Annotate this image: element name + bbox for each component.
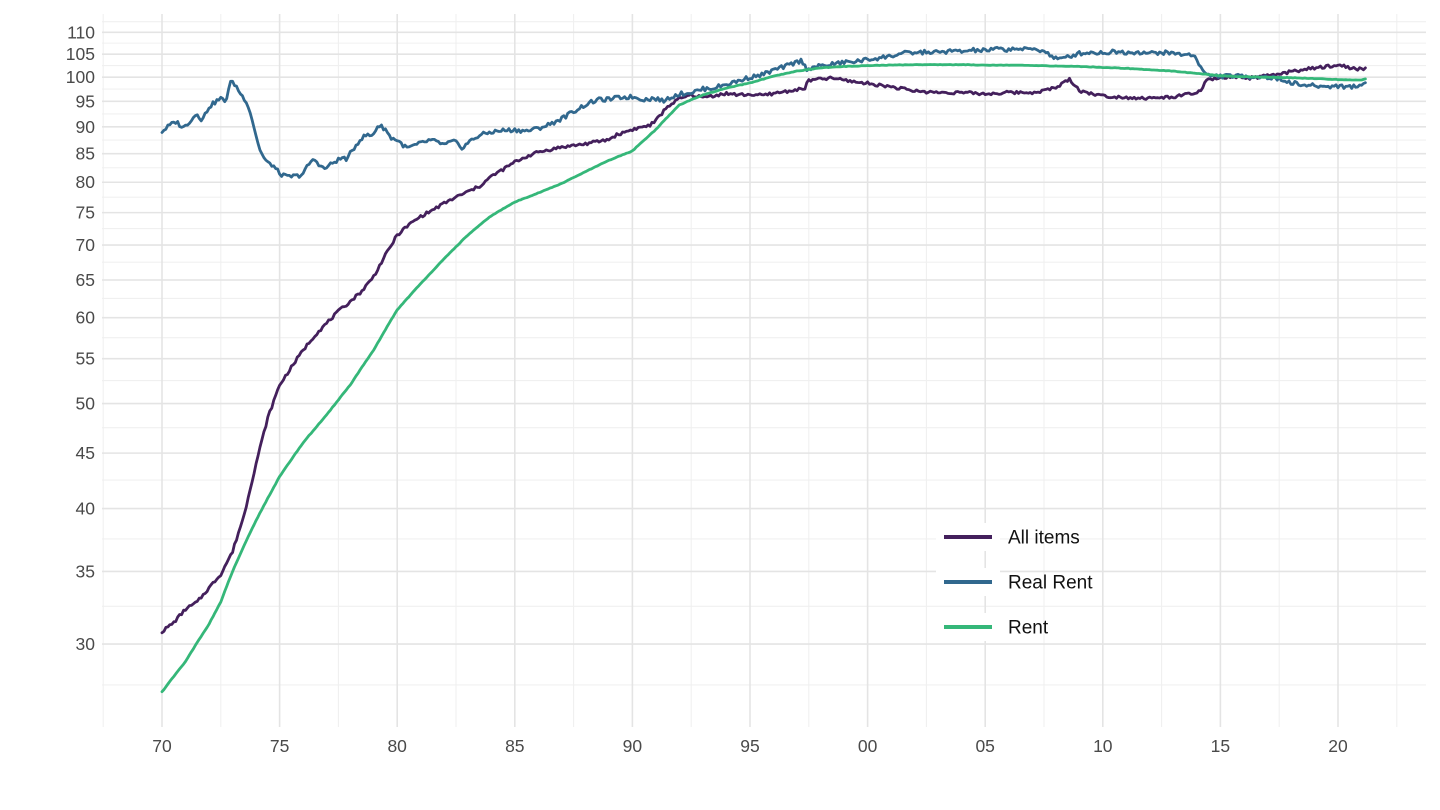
y-tick-label: 80 (76, 172, 96, 192)
legend: All items Real Rent Rent (936, 523, 1093, 641)
y-tick-label: 90 (76, 117, 96, 137)
y-tick-label: 55 (76, 349, 95, 369)
x-tick-label: 20 (1328, 736, 1348, 756)
y-tick-label: 95 (76, 91, 95, 111)
y-tick-label: 105 (66, 44, 95, 64)
x-tick-label: 00 (858, 736, 878, 756)
x-tick-label: 75 (270, 736, 289, 756)
y-tick-label: 85 (76, 144, 95, 164)
x-tick-label: 85 (505, 736, 524, 756)
series-line-all-items (160, 63, 1367, 635)
y-tick-label: 100 (66, 67, 95, 87)
y-tick-label: 35 (76, 561, 95, 581)
series-line-rent (160, 63, 1367, 694)
y-tick-label: 75 (76, 203, 95, 223)
x-tick-label: 90 (623, 736, 643, 756)
series-lines (160, 45, 1367, 694)
gridlines-minor (102, 14, 1426, 727)
x-tick-label: 05 (975, 736, 994, 756)
y-tick-label: 60 (76, 308, 96, 328)
legend-label-real-rent: Real Rent (1008, 573, 1093, 594)
x-tick-label: 70 (152, 736, 172, 756)
legend-label-all-items: All items (1008, 528, 1080, 549)
series-line-real-rent (160, 45, 1367, 179)
x-tick-label: 15 (1211, 736, 1230, 756)
y-tick-label: 50 (76, 394, 96, 414)
y-tick-label: 110 (67, 22, 95, 42)
y-tick-label: 40 (76, 499, 96, 519)
y-tick-label: 45 (76, 443, 95, 463)
x-tick-label: 80 (387, 736, 407, 756)
gridlines-major (102, 14, 1426, 727)
y-tick-label: 30 (76, 634, 96, 654)
x-tick-label: 95 (740, 736, 759, 756)
legend-label-rent: Rent (1008, 618, 1049, 639)
y-tick-label: 70 (76, 235, 96, 255)
x-tick-label: 10 (1093, 736, 1113, 756)
y-tick-label: 65 (76, 270, 95, 290)
